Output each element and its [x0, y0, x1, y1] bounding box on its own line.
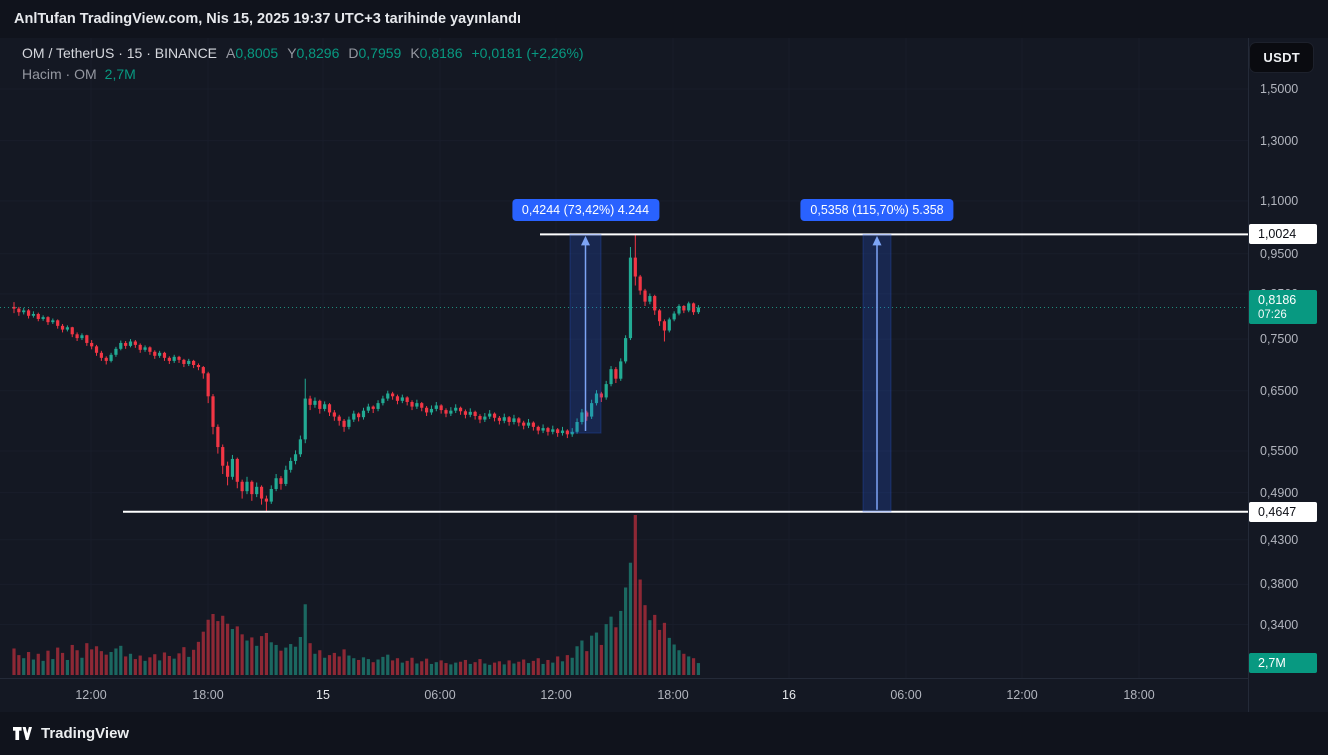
time-axis[interactable]: 12:00 18:00 15 06:00 12:00 18:00 16 06:00 12:00 1…	[0, 678, 1248, 712]
time-tick-label: 16	[782, 688, 796, 702]
tradingview-brand[interactable]: TradingView	[41, 725, 130, 742]
time-tick-label: 18:00	[657, 688, 689, 702]
ohlc-open-value: 0,8005	[235, 45, 279, 61]
chart-panel: 12:00 18:00 15 06:00 12:00 18:00 16 06:00 12:00 1…	[0, 38, 1328, 712]
candlesticks	[12, 234, 701, 512]
ohlc-open-label: A	[226, 45, 236, 61]
symbol-row: OM / TetherUS · 15 · BINANCE A0,8005 Y0,82…	[22, 45, 584, 61]
ohlc-high: Y0,8296	[287, 45, 339, 61]
time-tick-label: 15	[316, 688, 330, 702]
tradingview-logo-icon[interactable]	[13, 726, 32, 742]
price-tick-label: 1,3000	[1260, 133, 1299, 148]
footer-bar: TradingView	[0, 712, 1328, 755]
price-range-label[interactable]: 0,5358 (115,70%) 5.358	[800, 199, 954, 222]
time-tick-label: 12:00	[540, 688, 572, 702]
price-tick-label: 0,4900	[1260, 485, 1299, 500]
high-level-price-label: 1,0024	[1249, 224, 1317, 245]
time-tick-label: 06:00	[890, 688, 922, 702]
attribution-text: AnlTufan TradingView.com, Nis 15, 2025 1…	[14, 11, 521, 27]
symbol-title: OM / TetherUS · 15 · BINANCE	[22, 45, 218, 61]
time-tick-label: 06:00	[424, 688, 456, 702]
price-change: +0,0181 (+2,26%)	[471, 45, 584, 61]
price-tick-label: 0,6500	[1260, 383, 1299, 398]
last-price-label: 0,8186 07:26	[1249, 290, 1317, 325]
volume-value: 2,7M	[104, 66, 136, 82]
time-tick-label: 12:00	[75, 688, 107, 702]
ohlc-close-value: 0,8186	[419, 45, 463, 61]
price-tick-label: 0,5500	[1260, 443, 1299, 458]
price-tick-label: 0,3400	[1260, 617, 1299, 632]
low-level-price-label: 0,4647	[1249, 501, 1317, 522]
ohlc-close-label: K	[410, 45, 420, 61]
time-tick-label: 18:00	[192, 688, 224, 702]
ohlc-high-label: Y	[287, 45, 297, 61]
chart-legend: OM / TetherUS · 15 · BINANCE A0,8005 Y0,82…	[22, 45, 584, 82]
bar-countdown: 07:26	[1258, 309, 1287, 322]
up-arrow-icon	[581, 235, 590, 246]
currency-toggle-button[interactable]: USDT	[1249, 42, 1314, 73]
ohlc-low: D0,7959	[348, 45, 401, 61]
time-tick-label: 18:00	[1123, 688, 1155, 702]
volume-title: Hacim · OM	[22, 66, 97, 82]
ohlc-open: A0,8005	[226, 45, 278, 61]
price-axis[interactable]: 1,50001,30001,10000,95000,85000,75000,65…	[1248, 38, 1328, 712]
volume-pane	[12, 514, 701, 675]
attribution-bar: AnlTufan TradingView.com, Nis 15, 2025 1…	[0, 0, 1328, 38]
last-price-value: 0,8186	[1258, 293, 1297, 308]
ohlc-close: K0,8186	[410, 45, 462, 61]
ohlc-low-label: D	[348, 45, 359, 61]
volume-row: Hacim · OM 2,7M	[22, 66, 584, 82]
price-tick-label: 0,4300	[1260, 532, 1299, 547]
up-arrow-icon	[872, 235, 882, 246]
volume-value-label: 2,7M	[1249, 653, 1317, 674]
grid	[0, 38, 1248, 678]
price-tick-label: 0,9500	[1260, 246, 1299, 261]
price-range-label[interactable]: 0,4244 (73,42%) 4.244	[511, 199, 660, 222]
ohlc-high-value: 0,8296	[296, 45, 340, 61]
price-tick-label: 1,1000	[1260, 193, 1299, 208]
price-tick-label: 0,3800	[1260, 577, 1299, 592]
price-tick-label: 0,7500	[1260, 332, 1299, 347]
price-tick-label: 1,5000	[1260, 82, 1299, 96]
time-tick-label: 12:00	[1006, 688, 1038, 702]
ohlc-low-value: 0,7959	[358, 45, 402, 61]
price-chart-canvas[interactable]	[0, 38, 1248, 678]
